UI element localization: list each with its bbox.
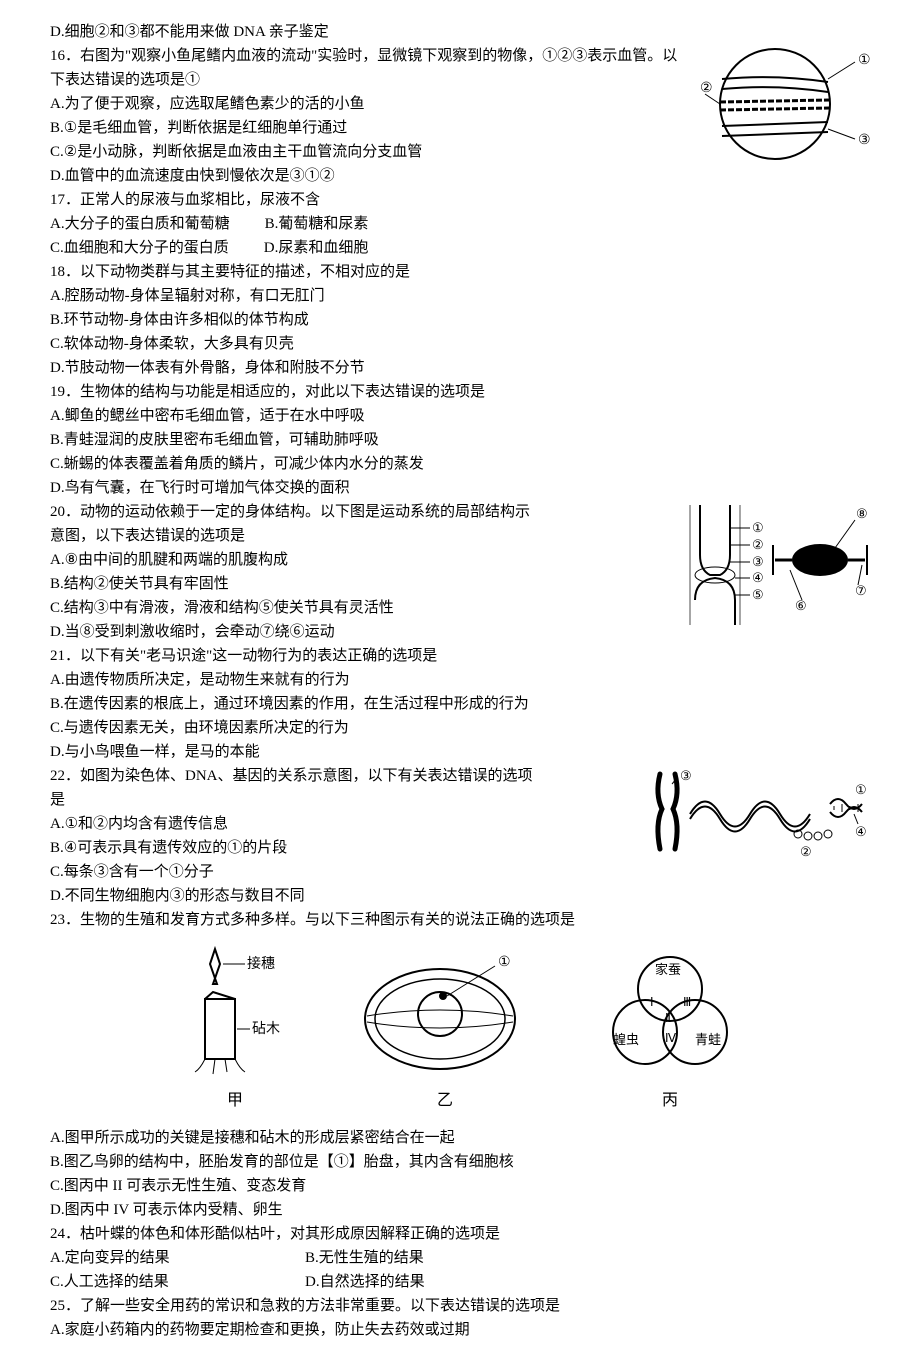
svg-text:④: ④	[752, 570, 764, 585]
q18-option-a: A.腔肠动物-身体呈辐射对称，有口无肛门	[50, 284, 870, 308]
q17-option-b: B.葡萄糖和尿素	[265, 212, 369, 236]
q21-option-d: D.与小鸟喂鱼一样，是马的本能	[50, 740, 870, 764]
q25-option-a: A.家庭小药箱内的药物要定期检查和更换，防止失去药效或过期	[50, 1318, 870, 1342]
q19-option-a: A.鲫鱼的鳃丝中密布毛细血管，适于在水中呼吸	[50, 404, 870, 428]
q17-option-a: A.大分子的蛋白质和葡萄糖	[50, 212, 230, 236]
q23-fig-jia: 接穗 砧木 甲	[175, 944, 295, 1114]
q25-stem: 25．了解一些安全用药的常识和急救的方法非常重要。以下表达错误的选项是	[50, 1294, 870, 1318]
q23-jia-stock-label: 砧木	[252, 1021, 280, 1037]
q18-option-c: C.软体动物-身体柔软，大多具有贝壳	[50, 332, 870, 356]
q18-stem: 18．以下动物类群与其主要特征的描述，不相对应的是	[50, 260, 870, 284]
q23-option-b: B.图乙鸟卵的结构中，胚胎发育的部位是【①】胎盘，其内含有细胞核	[50, 1150, 870, 1174]
q23-option-d: D.图丙中 IV 可表示体内受精、卵生	[50, 1198, 870, 1222]
q18-option-b: B.环节动物-身体由许多相似的体节构成	[50, 308, 870, 332]
svg-text:②: ②	[752, 537, 764, 552]
q23-yi-label-1: ①	[498, 955, 511, 970]
q23-jia-label: 甲	[175, 1088, 295, 1114]
q24-option-a: A.定向变异的结果	[50, 1246, 270, 1270]
svg-text:③: ③	[680, 768, 692, 783]
q23-bing-label: 丙	[595, 1088, 745, 1114]
svg-text:②: ②	[800, 844, 812, 859]
q16-label-1: ①	[858, 53, 870, 68]
q23-fig-bing: 家蚕 蝗虫 青蛙 Ⅰ Ⅱ Ⅲ Ⅳ 丙	[595, 944, 745, 1114]
q19-option-d: D.鸟有气囊，在飞行时可增加气体交换的面积	[50, 476, 870, 500]
q19-option-b: B.青蛙湿润的皮肤里密布毛细血管，可辅助肺呼吸	[50, 428, 870, 452]
q16-label-2: ②	[700, 81, 713, 96]
q23-fig-yi: ① 乙	[355, 944, 535, 1114]
q23-bing-region-1: Ⅰ	[650, 995, 654, 1009]
q16-label-3: ③	[858, 133, 870, 148]
q23-bing-label-b: 蝗虫	[613, 1032, 639, 1047]
q23-stem: 23．生物的生殖和发育方式多种多样。与以下三种图示有关的说法正确的选项是	[50, 908, 870, 932]
q23-bing-region-2: Ⅱ	[665, 1011, 671, 1025]
svg-text:①: ①	[752, 520, 764, 535]
q23-option-a: A.图甲所示成功的关键是接穗和砧木的形成层紧密结合在一起	[50, 1126, 870, 1150]
svg-text:③: ③	[752, 554, 764, 569]
q20-figure: ① ② ③ ④ ⑤ ⑧ ⑥ ⑦	[670, 500, 870, 630]
svg-text:④: ④	[855, 824, 867, 839]
q15-option-d: D.细胞②和③都不能用来做 DNA 亲子鉴定	[50, 20, 870, 44]
q23-bing-region-4: Ⅳ	[665, 1031, 676, 1045]
q19-stem: 19．生物体的结构与功能是相适应的，对此以下表达错误的选项是	[50, 380, 870, 404]
svg-text:①: ①	[855, 782, 867, 797]
svg-text:⑤: ⑤	[752, 587, 764, 602]
q23-figure-row: 接穗 砧木 甲 ① 乙 家蚕 蝗虫 青蛙 Ⅰ Ⅱ Ⅲ Ⅳ	[50, 944, 870, 1114]
q23-jia-scion-label: 接穗	[247, 955, 275, 972]
q23-yi-label: 乙	[355, 1088, 535, 1114]
q16-option-d: D.血管中的血流速度由快到慢依次是③①②	[50, 164, 870, 188]
svg-text:⑦: ⑦	[855, 583, 867, 598]
q17-option-c: C.血细胞和大分子的蛋白质	[50, 236, 229, 260]
q24-stem: 24．枯叶蝶的体色和体形酷似枯叶，对其形成原因解释正确的选项是	[50, 1222, 870, 1246]
q21-stem: 21．以下有关"老马识途"这一动物行为的表达正确的选项是	[50, 644, 870, 668]
q23-bing-region-3: Ⅲ	[683, 995, 691, 1009]
q23-bing-label-a: 家蚕	[655, 962, 681, 977]
q18-option-d: D.节肢动物一体表有外骨骼，身体和附肢不分节	[50, 356, 870, 380]
q19-option-c: C.蜥蜴的体表覆盖着角质的鳞片，可减少体内水分的蒸发	[50, 452, 870, 476]
q16-figure: ① ② ③	[700, 44, 870, 164]
q17-option-d: D.尿素和血细胞	[264, 236, 369, 260]
q17-stem: 17．正常人的尿液与血浆相比，尿液不含	[50, 188, 870, 212]
q21-option-a: A.由遗传物质所决定，是动物生来就有的行为	[50, 668, 870, 692]
svg-text:⑥: ⑥	[795, 598, 807, 613]
q22-figure: ③ ② ① ④	[650, 764, 870, 864]
q23-option-c: C.图丙中 II 可表示无性生殖、变态发育	[50, 1174, 870, 1198]
q24-option-c: C.人工选择的结果	[50, 1270, 270, 1294]
svg-text:⑧: ⑧	[856, 506, 868, 521]
q24-option-d: D.自然选择的结果	[305, 1270, 425, 1294]
q21-option-b: B.在遗传因素的根底上，通过环境因素的作用，在生活过程中形成的行为	[50, 692, 870, 716]
q24-option-b: B.无性生殖的结果	[305, 1246, 424, 1270]
q23-bing-label-c: 青蛙	[695, 1032, 721, 1047]
q22-option-d: D.不同生物细胞内③的形态与数目不同	[50, 884, 870, 908]
q21-option-c: C.与遗传因素无关，由环境因素所决定的行为	[50, 716, 870, 740]
